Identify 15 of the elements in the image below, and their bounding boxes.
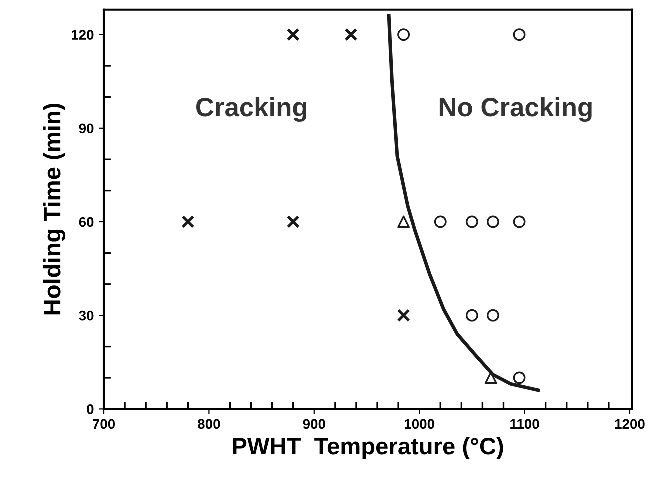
- y-tick-label: 60: [79, 217, 94, 228]
- x-tick-label: 800: [198, 419, 220, 430]
- x-tick-label: 1200: [615, 419, 645, 430]
- x-tick-label: 900: [303, 419, 326, 430]
- y-axis-title: Holding Time (min): [43, 104, 66, 315]
- x-axis-title: PWHT Temperature (°C): [233, 437, 504, 460]
- y-tick-label: 0: [87, 404, 94, 414]
- x-tick-label: 1100: [510, 419, 540, 430]
- y-tick-label: 120: [72, 30, 94, 40]
- x-tick-label: 700: [93, 419, 116, 430]
- annotation: No Cracking: [440, 97, 592, 122]
- annotation: Cracking: [196, 97, 307, 122]
- y-tick-label: 90: [79, 124, 94, 134]
- y-tick-label: 30: [79, 310, 94, 321]
- x-tick-label: 1000: [405, 419, 434, 430]
